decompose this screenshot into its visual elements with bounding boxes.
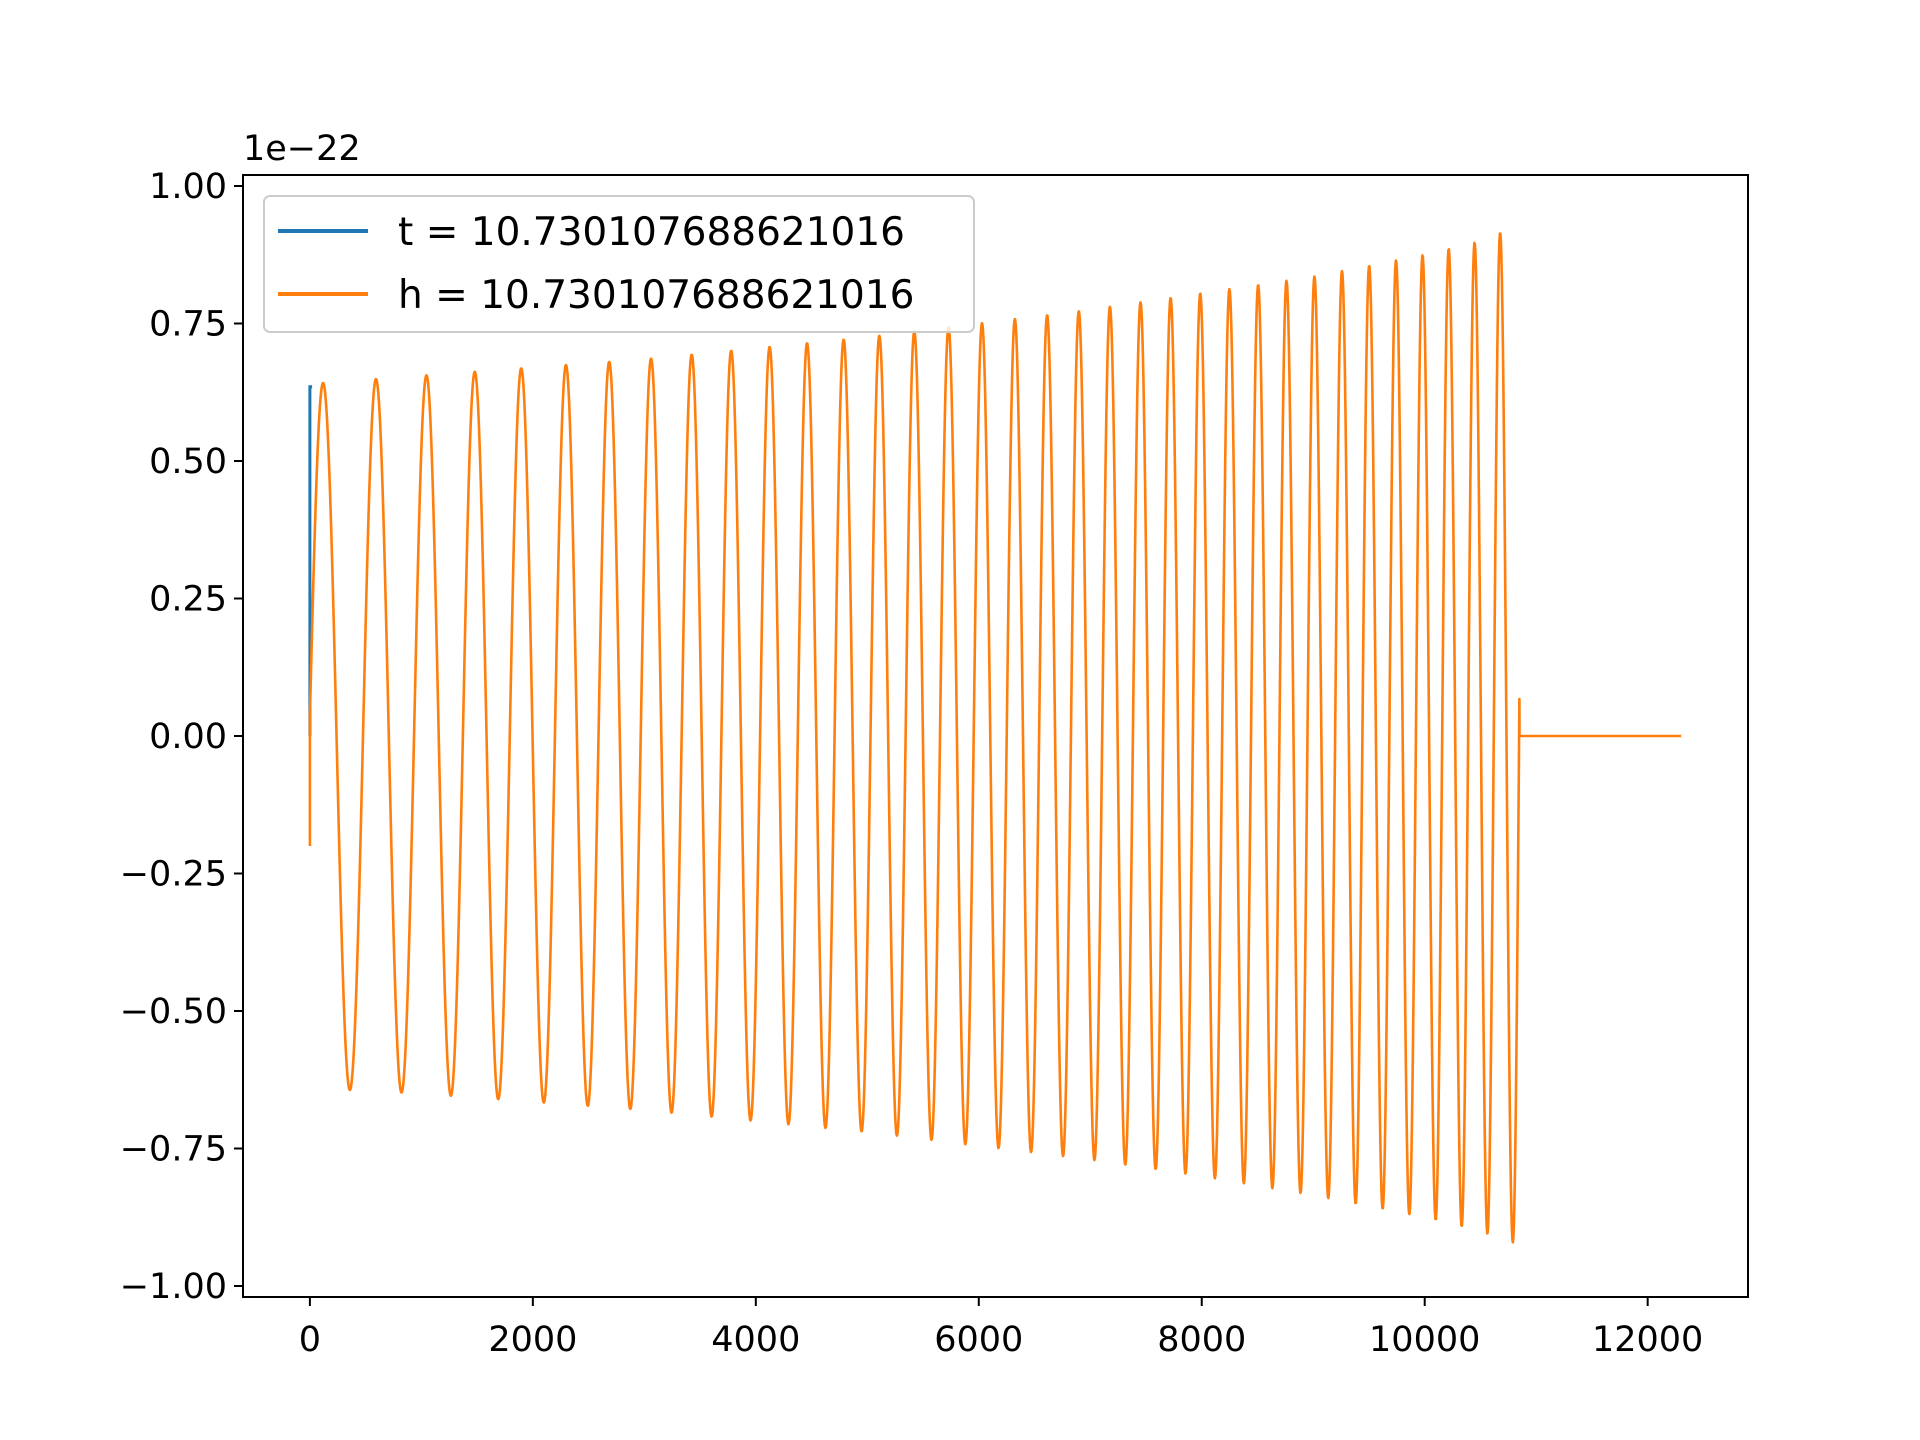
x-tick-label: 4000 [711, 1320, 800, 1360]
plot-area [308, 232, 1682, 1244]
y-tick-label: −1.00 [120, 1267, 227, 1307]
y-tick-label: 0.25 [149, 580, 227, 620]
y-axis: 1.00 0.75 0.50 0.25 0.00 −0.25 −0.50 −0.75 −1.00 [120, 167, 243, 1307]
y-tick-label: −0.50 [120, 992, 227, 1032]
y-tick-label: 0.00 [149, 717, 227, 757]
x-axis: 0 2000 4000 6000 8000 10000 12000 [299, 1297, 1703, 1360]
legend-label: h = 10.730107688621016 [398, 273, 914, 318]
y-tick-label: −0.25 [120, 855, 227, 895]
legend-label: t = 10.730107688621016 [398, 210, 905, 255]
series-h-line [308, 232, 1682, 1244]
y-tick-label: 0.50 [149, 442, 227, 482]
x-tick-label: 6000 [934, 1320, 1023, 1360]
y-tick-label: 0.75 [149, 305, 227, 345]
legend-box [263, 195, 975, 333]
y-tick-label: −0.75 [120, 1130, 227, 1170]
x-tick-label: 12000 [1592, 1320, 1703, 1360]
y-offset-label: 1e−22 [243, 129, 361, 169]
x-tick-label: 2000 [488, 1320, 577, 1360]
x-tick-label: 0 [299, 1320, 321, 1360]
y-tick-label: 1.00 [149, 167, 227, 207]
legend: t = 10.730107688621016 h = 10.73010768862… [263, 195, 975, 333]
x-tick-label: 8000 [1157, 1320, 1246, 1360]
series-t-line [308, 385, 313, 736]
x-tick-label: 10000 [1369, 1320, 1480, 1360]
